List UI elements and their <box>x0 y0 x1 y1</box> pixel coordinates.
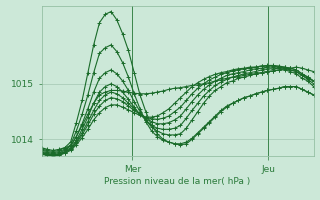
X-axis label: Pression niveau de la mer( hPa ): Pression niveau de la mer( hPa ) <box>104 177 251 186</box>
